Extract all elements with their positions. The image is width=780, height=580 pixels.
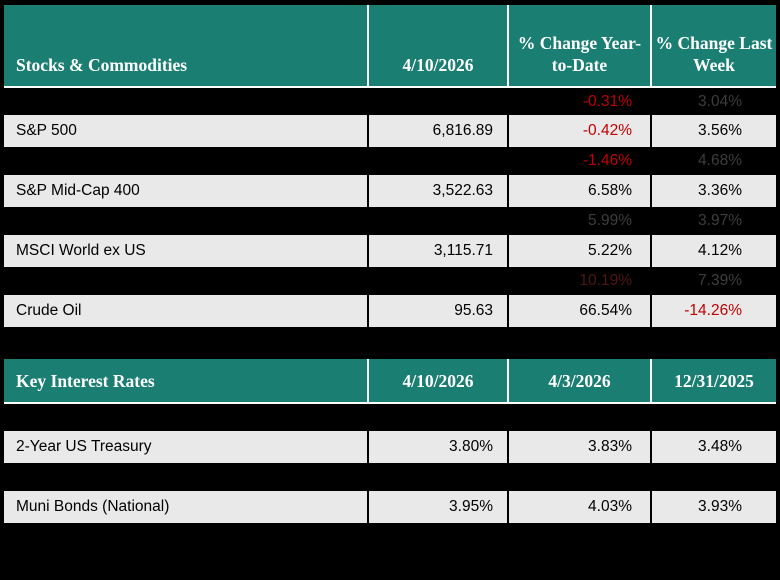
value-cell <box>368 147 509 175</box>
row-label-cell: Muni Bonds (National) <box>4 491 369 523</box>
data-row: Muni Bonds (National) 3.95% 4.03% 3.93% <box>4 491 776 523</box>
value-cell: 3,115.71 <box>368 235 509 267</box>
header-row: Stocks & Commodities 4/10/2026 % Change … <box>4 5 776 88</box>
value-cell <box>508 463 652 491</box>
value-cell: -14.26% <box>684 302 742 319</box>
header-pct-change-last-week: % Change Last Week <box>651 5 776 88</box>
row-label-cell <box>4 403 369 431</box>
row-label-cell: S&P Mid-Cap 400 <box>4 175 369 207</box>
value-cell: 7.39% <box>698 272 742 289</box>
value-cell: 3.04% <box>698 92 742 110</box>
header-row: Key Interest Rates 4/10/2026 4/3/2026 12… <box>4 359 776 404</box>
hidden-row: -1.46% 4.68% <box>4 147 776 175</box>
value-cell: -0.42% <box>508 115 652 147</box>
row-label-cell: Crude Oil <box>4 295 369 327</box>
hidden-row: 5.99% 3.97% <box>4 207 776 235</box>
value-cell <box>651 403 776 431</box>
header-date-current: 4/10/2026 <box>368 5 509 88</box>
value-cell: 3.36% <box>698 182 742 199</box>
data-row: S&P Mid-Cap 400 3,522.63 6.58% 3.36% <box>4 175 776 207</box>
row-label-cell <box>4 147 369 175</box>
row-label-cell <box>4 87 369 115</box>
row-label-cell <box>4 207 369 235</box>
value-cell <box>651 463 776 491</box>
section-gap <box>4 327 776 359</box>
value-cell: 3,522.63 <box>368 175 509 207</box>
value-cell <box>508 403 652 431</box>
hidden-row: 10.19% 7.39% <box>4 267 776 295</box>
value-cell: 4.03% <box>508 491 652 523</box>
value-cell: 6.58% <box>508 175 652 207</box>
header-stocks-commodities: Stocks & Commodities <box>4 5 369 88</box>
row-label-cell: 2-Year US Treasury <box>4 431 369 463</box>
value-cell: -0.31% <box>508 87 652 115</box>
value-cell: 3.97% <box>698 212 742 229</box>
value-cell <box>368 267 509 295</box>
value-cell <box>368 463 509 491</box>
key-interest-rates-body: 2-Year US Treasury 3.80% 3.83% 3.48% Muni Bo… <box>4 403 776 523</box>
value-cell: 3.95% <box>368 491 509 523</box>
stocks-commodities-table: Stocks & Commodities 4/10/2026 % Change … <box>4 5 776 327</box>
value-cell <box>368 87 509 115</box>
value-cell: -1.46% <box>508 147 652 175</box>
row-label-cell <box>4 267 369 295</box>
value-cell: 5.99% <box>508 207 652 235</box>
value-cell: 5.22% <box>508 235 652 267</box>
hidden-row <box>4 463 776 491</box>
header-date-year-end: 12/31/2025 <box>651 359 776 404</box>
value-cell: 4.68% <box>698 152 742 169</box>
value-cell: 3.48% <box>698 438 742 455</box>
row-label-cell: S&P 500 <box>4 115 369 147</box>
value-cell <box>368 207 509 235</box>
value-cell: 4.12% <box>698 242 742 259</box>
header-date-prior-week: 4/3/2026 <box>508 359 652 404</box>
hidden-row: -0.31% 3.04% <box>4 87 776 115</box>
data-row: MSCI World ex US 3,115.71 5.22% 4.12% <box>4 235 776 267</box>
row-label-cell: MSCI World ex US <box>4 235 369 267</box>
value-cell: 95.63 <box>368 295 509 327</box>
header-pct-change-ytd: % Change Year-to-Date <box>508 5 652 88</box>
value-cell: 3.93% <box>698 498 742 515</box>
header-date-current: 4/10/2026 <box>368 359 509 404</box>
data-row: Crude Oil 95.63 66.54% -14.26% <box>4 295 776 327</box>
stocks-commodities-header: Stocks & Commodities 4/10/2026 % Change … <box>4 5 776 88</box>
row-label-cell <box>4 463 369 491</box>
value-cell: 3.83% <box>508 431 652 463</box>
data-row: S&P 500 6,816.89 -0.42% 3.56% <box>4 115 776 147</box>
value-cell: 3.56% <box>698 122 742 139</box>
value-cell: 3.80% <box>368 431 509 463</box>
value-cell <box>368 403 509 431</box>
value-cell: 66.54% <box>508 295 652 327</box>
stocks-commodities-body: -0.31% 3.04% S&P 500 6,816.89 -0.42% 3.56% -1.… <box>4 87 776 327</box>
hidden-row <box>4 403 776 431</box>
key-interest-rates-header: Key Interest Rates 4/10/2026 4/3/2026 12… <box>4 359 776 404</box>
value-cell: 10.19% <box>508 267 652 295</box>
header-key-interest-rates: Key Interest Rates <box>4 359 369 404</box>
key-interest-rates-table: Key Interest Rates 4/10/2026 4/3/2026 12… <box>4 359 776 523</box>
data-row: 2-Year US Treasury 3.80% 3.83% 3.48% <box>4 431 776 463</box>
value-cell: 6,816.89 <box>368 115 509 147</box>
